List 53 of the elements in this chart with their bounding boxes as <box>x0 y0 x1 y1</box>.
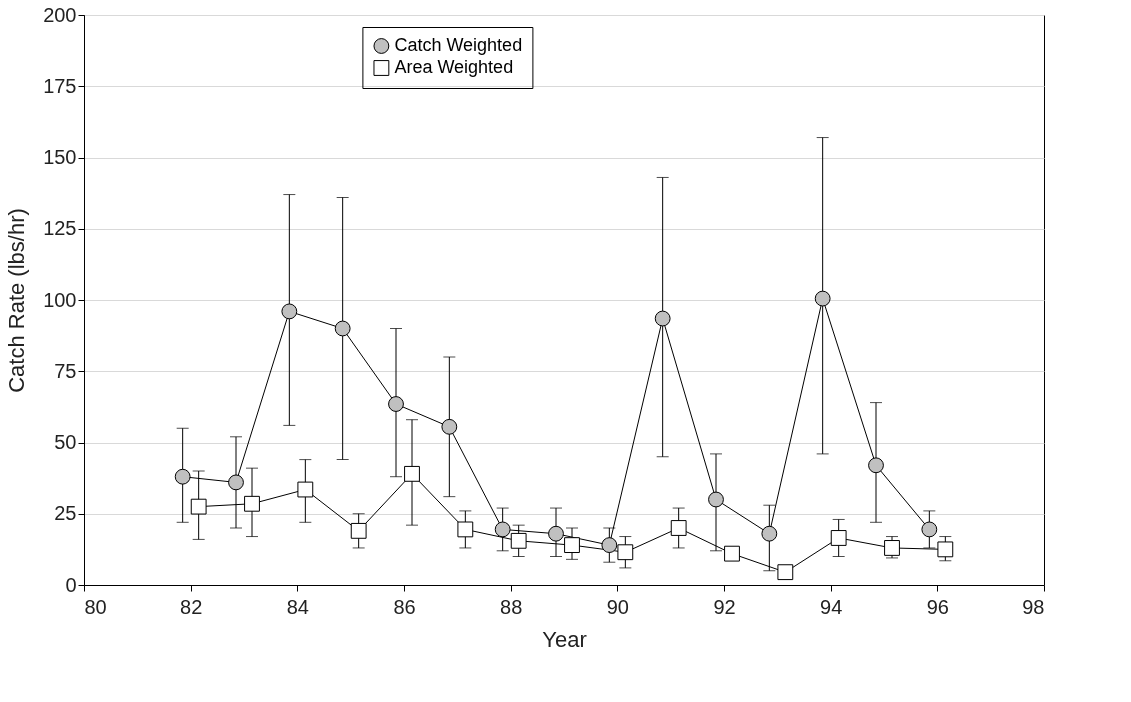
point <box>761 525 778 542</box>
point <box>494 521 511 538</box>
point <box>777 564 794 581</box>
point <box>297 481 314 498</box>
y-tick-label: 0 <box>65 573 77 596</box>
y-tick-label: 25 <box>54 502 77 525</box>
y-tick-label: 200 <box>43 3 77 26</box>
x-tick-label: 86 <box>393 595 416 618</box>
y-tick-label: 75 <box>54 359 77 382</box>
point <box>884 540 900 556</box>
point <box>601 537 618 553</box>
point <box>564 537 580 554</box>
x-tick-label: 82 <box>180 595 203 618</box>
y-tick-label: 50 <box>54 431 77 453</box>
x-tick-label: 90 <box>606 595 629 618</box>
point <box>617 544 634 561</box>
point <box>670 520 687 536</box>
legend-label: Area Weighted <box>394 57 514 77</box>
point <box>708 491 724 508</box>
point <box>510 532 527 549</box>
y-tick-label: 150 <box>43 146 77 168</box>
point <box>190 498 207 515</box>
point <box>350 522 367 539</box>
point <box>228 474 244 491</box>
point <box>457 521 474 538</box>
x-axis-title: Year <box>542 626 587 652</box>
y-tick-label: 125 <box>43 217 77 240</box>
point <box>654 310 671 327</box>
point <box>334 320 351 337</box>
point <box>830 530 847 546</box>
x-tick-label: 80 <box>84 595 107 618</box>
y-tick-label: 100 <box>43 288 77 311</box>
point <box>404 465 420 482</box>
x-tick-label: 92 <box>713 595 736 618</box>
x-tick-label: 98 <box>1022 595 1045 618</box>
point <box>548 525 564 542</box>
y-axis-title: Catch Rate (lbs/hr) <box>4 208 30 393</box>
point <box>281 303 298 320</box>
x-tick-label: 84 <box>286 595 309 618</box>
legend-label: Catch Weighted <box>394 35 523 55</box>
point <box>921 521 938 538</box>
point <box>441 418 458 435</box>
x-tick-label: 88 <box>500 595 523 618</box>
y-tick-label: 175 <box>43 74 77 97</box>
point <box>868 457 884 474</box>
x-tick-label: 94 <box>820 595 843 618</box>
point <box>174 468 191 485</box>
point <box>388 396 404 412</box>
point <box>937 541 954 558</box>
point <box>724 545 740 562</box>
x-tick-label: 96 <box>926 595 949 618</box>
point <box>814 290 831 307</box>
point <box>244 495 260 512</box>
